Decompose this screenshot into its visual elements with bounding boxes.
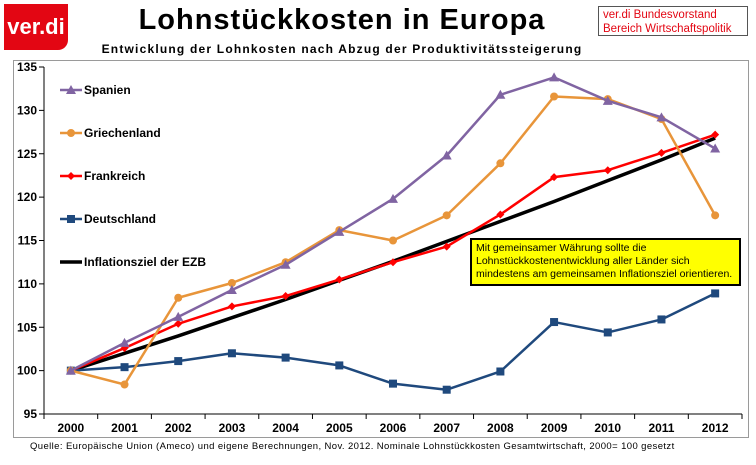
org-line-1: ver.di Bundesvorstand [603,9,717,21]
y-tick-label: 135 [17,60,37,74]
data-point [174,357,183,366]
x-tick-label: 2001 [111,421,138,435]
data-point [173,311,184,321]
data-point [602,95,613,105]
data-point [119,337,130,347]
page-title: Lohnstückkosten in Europa [138,4,546,36]
data-point [657,315,666,324]
data-point [335,361,344,370]
y-tick-label: 110 [18,277,38,291]
legend-label: Frankreich [84,169,145,183]
data-point [603,328,612,337]
data-point [442,385,451,394]
x-tick-label: 2004 [272,421,299,435]
data-point [227,279,236,288]
data-point [174,319,183,328]
data-point [280,259,291,269]
data-point [335,275,344,284]
x-tick-label: 2008 [487,421,514,435]
y-tick-label: 105 [17,320,37,334]
y-tick-label: 95 [24,407,38,421]
source-note: Quelle: Europäische Union (Ameco) und ei… [30,441,675,452]
data-point [281,292,290,301]
chart-frame [13,60,749,438]
data-point [388,193,398,203]
data-point [711,289,720,298]
y-tick-label: 120 [17,190,37,204]
data-point [550,92,559,101]
data-point [549,72,560,82]
y-tick-label: 125 [17,147,37,161]
data-point [65,365,76,375]
x-tick-label: 2002 [165,421,192,435]
x-tick-label: 2012 [702,421,729,435]
legend-label: Griechenland [84,126,161,140]
data-point [442,242,451,251]
x-tick-label: 2003 [219,421,246,435]
series-frankreich [66,130,720,375]
data-point [442,211,451,220]
data-point [389,258,397,267]
data-point [496,159,505,168]
data-point [550,318,559,327]
legend-marker [67,172,75,180]
data-point [334,226,345,236]
data-point [710,143,721,153]
data-point [495,89,506,99]
data-point [711,211,720,220]
series-line [70,292,716,391]
data-point [603,166,612,175]
y-tick-label: 100 [17,364,37,378]
x-tick-label: 2005 [326,421,353,435]
data-point [441,150,452,160]
chart-legend: Spanien Griechenland Frankreich Deutschland… [60,83,206,269]
legend-marker [66,85,76,94]
data-point [657,148,666,157]
data-point [656,112,667,122]
data-point [550,173,559,182]
data-point [120,380,129,389]
data-point [226,284,237,294]
verdi-logo: ver.di [4,4,68,50]
data-point [227,349,236,358]
series-line [70,76,716,372]
org-line-2: Bereich Wirtschaftspolitik [603,23,732,35]
data-point [174,293,183,302]
data-point [281,353,290,362]
x-tick-label: 2010 [594,421,621,435]
series-spanien [65,72,721,375]
legend-marker [67,129,75,137]
x-tick-label: 2006 [380,421,407,435]
page-subtitle: Entwicklung der Lohnkosten nach Abzug de… [101,42,583,56]
data-point [496,367,505,376]
y-tick-label: 115 [18,234,38,248]
chart-series [65,72,721,394]
organization-box: ver.di Bundesvorstand Bereich Wirtschaft… [598,6,748,36]
legend-label: Spanien [84,83,131,97]
data-point [496,210,505,219]
x-tick-label: 2009 [541,421,568,435]
logo-text: ver.di [7,14,65,39]
data-point [389,379,397,388]
data-point [711,130,720,139]
annotation-note: Mit gemeinsamer Währung sollte die Lohns… [470,238,741,286]
y-tick-label: 130 [17,103,37,117]
chart-axes: 95 100 105 110 115 120 125 130 135 2000 2001 2002 20… [17,60,743,435]
legend-label: Deutschland [84,212,156,226]
x-tick-label: 2011 [648,421,674,435]
x-tick-label: 2000 [57,421,84,435]
data-point [227,302,236,311]
x-tick-label: 2007 [433,421,460,435]
data-point [120,363,129,372]
legend-label: Inflationsziel der EZB [84,255,206,269]
legend-marker [67,215,75,223]
data-point [389,236,397,245]
